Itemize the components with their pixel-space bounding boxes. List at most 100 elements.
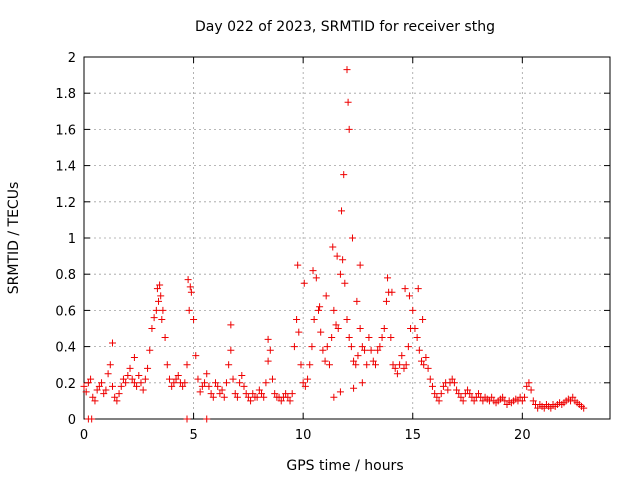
data-point — [387, 334, 395, 342]
data-point — [183, 415, 191, 423]
data-point — [227, 346, 235, 354]
data-point — [388, 288, 396, 296]
data-point — [450, 379, 458, 387]
data-point — [242, 390, 250, 398]
data-point — [354, 352, 362, 360]
data-point — [82, 388, 90, 396]
data-point — [264, 357, 272, 365]
data-point — [439, 382, 447, 390]
data-point — [115, 390, 123, 398]
y-tick-label: 1.6 — [55, 123, 76, 138]
data-point — [348, 234, 356, 242]
data-point — [158, 315, 166, 323]
data-point — [420, 361, 428, 369]
data-point — [404, 343, 412, 351]
data-point — [415, 346, 423, 354]
data-point — [113, 397, 121, 405]
data-point — [323, 343, 331, 351]
data-point — [353, 297, 361, 305]
data-point — [172, 375, 180, 383]
data-point — [165, 375, 173, 383]
data-point — [363, 361, 371, 369]
data-point — [330, 393, 338, 401]
data-point — [488, 393, 496, 401]
data-point — [295, 328, 303, 336]
data-point — [529, 397, 537, 405]
data-point — [205, 382, 213, 390]
data-point — [345, 334, 353, 342]
data-point — [301, 382, 309, 390]
data-point — [130, 353, 138, 361]
data-point — [218, 386, 226, 394]
data-point — [316, 303, 324, 311]
data-point — [87, 375, 95, 383]
data-point — [247, 397, 255, 405]
data-point — [319, 346, 327, 354]
data-point — [312, 274, 320, 282]
data-point — [330, 306, 338, 314]
data-point — [102, 386, 110, 394]
points-layer — [80, 66, 588, 423]
data-point — [108, 339, 116, 347]
data-point — [341, 279, 349, 287]
data-point — [106, 361, 114, 369]
data-point — [209, 393, 217, 401]
data-point — [325, 361, 333, 369]
data-point — [186, 283, 194, 291]
data-point — [306, 361, 314, 369]
data-point — [300, 279, 308, 287]
data-point — [389, 361, 397, 369]
data-point — [236, 379, 244, 387]
data-point — [405, 292, 413, 300]
data-point — [350, 384, 358, 392]
data-point — [179, 382, 187, 390]
data-point — [297, 361, 305, 369]
x-tick-label: 5 — [189, 428, 197, 443]
data-point — [426, 375, 434, 383]
data-point — [104, 370, 112, 378]
data-point — [336, 388, 344, 396]
data-point — [422, 353, 430, 361]
data-point — [336, 270, 344, 278]
data-point — [367, 346, 375, 354]
data-point — [156, 281, 164, 289]
data-point — [503, 401, 511, 409]
ticks-layer: 00.20.40.60.811.21.41.61.820 5 10 15 20 — [55, 51, 610, 443]
data-point — [203, 370, 211, 378]
data-point — [146, 346, 154, 354]
data-point — [89, 393, 97, 401]
data-point — [153, 285, 161, 293]
data-point — [141, 375, 149, 383]
data-point — [100, 390, 108, 398]
data-point — [187, 288, 195, 296]
data-point — [437, 390, 445, 398]
data-point — [328, 334, 336, 342]
y-tick-label: 1.8 — [55, 87, 76, 102]
data-point — [435, 397, 443, 405]
data-point — [304, 375, 312, 383]
data-point — [168, 382, 176, 390]
data-point — [448, 375, 456, 383]
data-point — [212, 379, 219, 387]
data-point — [214, 382, 222, 390]
data-point — [470, 397, 478, 405]
data-point — [225, 361, 233, 369]
data-point — [244, 393, 252, 401]
y-tick-label: 0 — [68, 413, 76, 428]
data-point — [374, 346, 382, 354]
data-point — [253, 393, 261, 401]
data-point — [384, 274, 392, 282]
data-point — [286, 397, 294, 405]
data-point — [466, 390, 474, 398]
grid-layer — [84, 57, 610, 419]
data-point — [198, 382, 206, 390]
data-point — [534, 404, 542, 412]
data-point — [220, 393, 228, 401]
data-point — [190, 315, 198, 323]
data-point — [376, 343, 384, 351]
y-tick-label: 1 — [68, 232, 76, 247]
data-point — [128, 375, 136, 383]
data-point — [258, 390, 266, 398]
data-point — [124, 372, 132, 380]
